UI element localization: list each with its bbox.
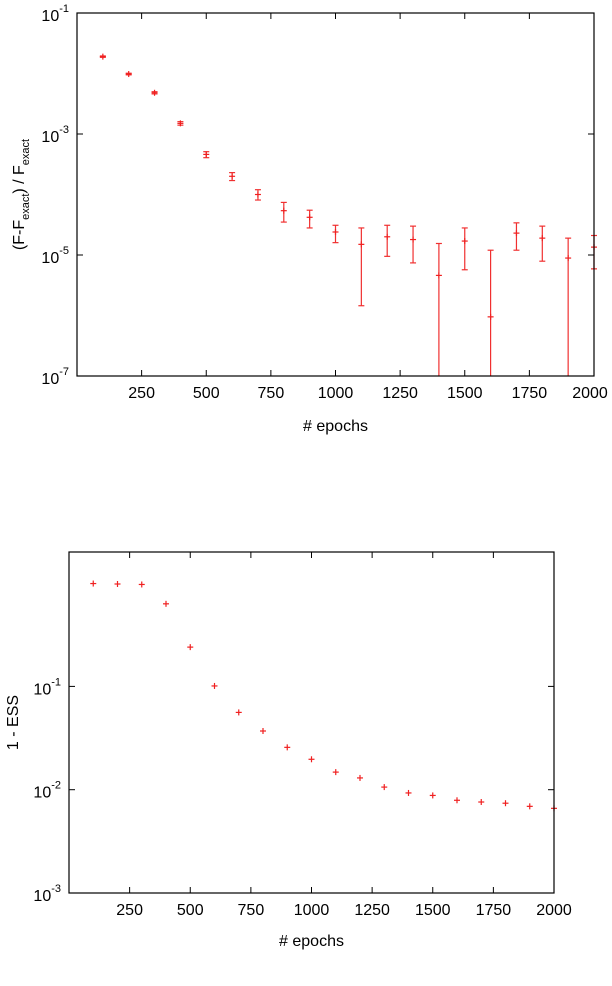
data-point <box>99 53 106 60</box>
data-point <box>478 799 485 806</box>
y-tick-label: 10-1 <box>41 3 69 25</box>
chart-relative-error: 250 500 750 1000 1250 1500 1750 200010-110-310-… <box>11 3 608 435</box>
data-point <box>454 797 460 804</box>
data-series <box>99 53 597 376</box>
y-tick-exponent: -3 <box>51 883 61 895</box>
data-point <box>187 644 194 651</box>
data-point <box>138 581 145 588</box>
data-point <box>203 151 210 158</box>
data-point <box>235 709 242 716</box>
data-point <box>502 800 509 807</box>
x-tick-label: 500 <box>193 385 220 402</box>
y-axis-label-subscript: exact <box>20 194 32 220</box>
data-point <box>306 214 313 221</box>
data-point <box>229 173 236 180</box>
data-point <box>114 581 121 588</box>
y-tick-base: 10 <box>33 681 51 698</box>
data-point <box>90 580 97 587</box>
data-point <box>513 230 520 237</box>
y-tick-base: 10 <box>41 250 59 267</box>
chart-one-minus-ess: 250 500 750 1000 1250 1500 1750 200010-110-210-… <box>5 551 572 950</box>
error-bar <box>410 225 417 264</box>
y-tick-label: 10-1 <box>33 676 61 698</box>
x-tick-label: 750 <box>258 385 285 402</box>
y-tick-base: 10 <box>41 371 59 388</box>
plot-frame <box>68 551 555 894</box>
data-point <box>429 792 436 799</box>
error-bar <box>435 242 442 376</box>
data-point <box>357 774 363 781</box>
y-tick-label: 10-5 <box>41 245 69 267</box>
data-point <box>260 728 266 735</box>
error-bar <box>487 249 494 376</box>
x-tick-label: 1000 <box>294 902 330 919</box>
error-bar <box>461 227 468 271</box>
x-tick-label: 1250 <box>382 385 418 402</box>
data-point <box>125 71 132 78</box>
error-bar <box>539 225 546 262</box>
x-tick-label: 1750 <box>512 385 548 402</box>
y-tick-exponent: -1 <box>59 3 69 15</box>
plot-frame <box>76 12 595 377</box>
x-tick-label: 1500 <box>415 902 451 919</box>
data-point <box>487 313 494 320</box>
y-tick-exponent: -3 <box>59 124 69 136</box>
data-point <box>539 235 546 242</box>
x-axis-label: # epochs <box>279 933 344 950</box>
x-tick-label: 750 <box>238 902 265 919</box>
y-axis-label-part: (F-F <box>11 220 28 250</box>
error-bar <box>565 237 572 376</box>
x-tick-label: 1500 <box>447 385 483 402</box>
error-bar <box>358 227 365 307</box>
data-point <box>565 255 572 262</box>
y-tick-base: 10 <box>41 8 59 25</box>
x-tick-label: 250 <box>116 902 143 919</box>
x-tick-label: 250 <box>128 385 155 402</box>
y-tick-exponent: -1 <box>51 676 61 688</box>
data-point <box>332 769 339 776</box>
error-bar <box>513 222 520 251</box>
data-point <box>211 682 218 689</box>
data-point <box>284 744 291 751</box>
y-tick-label: 10-2 <box>33 780 61 802</box>
y-axis-label: 1 - ESS <box>5 695 22 750</box>
y-tick-exponent: -5 <box>59 245 69 257</box>
y-axis-label-subscript: exact <box>20 139 32 165</box>
y-tick-base: 10 <box>33 888 51 905</box>
y-tick-label: 10-7 <box>41 366 69 388</box>
data-point <box>358 241 365 248</box>
x-tick-label: 1750 <box>476 902 512 919</box>
data-point <box>526 803 533 810</box>
data-point <box>461 238 468 245</box>
data-point <box>163 600 169 607</box>
error-bar <box>384 224 391 257</box>
data-point <box>177 120 184 127</box>
y-tick-label: 10-3 <box>33 883 61 905</box>
x-tick-label: 500 <box>177 902 204 919</box>
data-point <box>308 756 315 763</box>
data-point <box>332 228 339 235</box>
x-tick-label: 1000 <box>318 385 354 402</box>
data-point <box>410 236 417 243</box>
data-point <box>435 272 442 279</box>
y-tick-base: 10 <box>41 129 59 146</box>
y-axis-label: (F-Fexact) / Fexact <box>11 139 32 250</box>
y-tick-exponent: -2 <box>51 780 61 792</box>
data-point <box>384 233 391 240</box>
data-point <box>254 191 261 198</box>
x-tick-label: 2000 <box>536 902 572 919</box>
x-tick-label: 1250 <box>354 902 390 919</box>
data-series <box>90 580 557 812</box>
y-tick-label: 10-3 <box>41 124 69 146</box>
data-point <box>151 89 158 96</box>
x-tick-label: 2000 <box>572 385 608 402</box>
y-tick-exponent: -7 <box>59 366 69 378</box>
data-point <box>381 784 388 791</box>
y-tick-base: 10 <box>33 785 51 802</box>
y-axis-label-part: ) / F <box>11 165 28 194</box>
data-point <box>280 207 287 214</box>
x-axis-label: # epochs <box>303 418 368 435</box>
data-point <box>405 789 412 796</box>
